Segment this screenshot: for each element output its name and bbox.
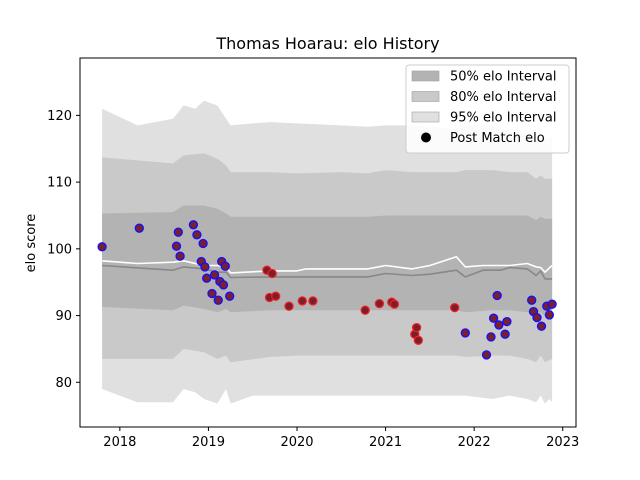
post-match-elo-point [486, 332, 496, 342]
post-match-elo-point [413, 335, 423, 345]
post-match-elo-point [389, 299, 400, 309]
post-match-elo-point [202, 273, 212, 283]
plot-area [97, 100, 557, 404]
post-match-elo-point [547, 299, 557, 309]
legend-box [405, 64, 570, 154]
post-match-elo-point [488, 313, 499, 323]
legend: 50% elo Interval 80% elo Interval 95% elo … [405, 64, 570, 154]
post-match-elo-point [450, 302, 460, 313]
post-match-elo-point [97, 242, 107, 252]
y-axis-label: elo score [24, 214, 39, 273]
post-match-elo-point [173, 227, 183, 237]
chart-title: Thomas Hoarau: elo History [215, 34, 439, 53]
post-match-elo-point [297, 296, 307, 306]
legend-label: 50% elo Interval [450, 70, 557, 85]
legend-swatch [411, 91, 440, 102]
post-match-elo-point [494, 320, 504, 330]
axes: 2018 2019 2020 2021 2022 2023 80 90 100 110 120 [47, 57, 579, 450]
post-match-elo-point [411, 322, 422, 333]
y-tick-label: 90 [55, 309, 72, 324]
post-match-elo-point [500, 329, 510, 339]
post-match-elo-point [481, 350, 492, 360]
post-match-elo-point [360, 305, 370, 315]
post-match-elo-point [171, 241, 182, 251]
post-match-elo-point [188, 220, 199, 230]
post-match-elo-point [271, 291, 281, 301]
legend-label: Post Match elo [450, 131, 545, 146]
post-match-elo-point [220, 261, 230, 271]
post-match-elo-point [209, 270, 220, 280]
legend-swatch [411, 111, 440, 123]
x-tick-label: 2023 [546, 435, 579, 450]
post-match-elo-point [225, 291, 235, 301]
post-match-elo-point [527, 295, 537, 305]
post-match-elo-point [374, 298, 385, 309]
post-match-elo-point [308, 296, 318, 306]
post-match-elo-point [502, 316, 512, 327]
post-match-elo-point [536, 321, 547, 331]
post-match-elo-point [460, 328, 470, 338]
post-match-elo-point [134, 223, 144, 233]
x-tick-label: 2022 [458, 435, 491, 450]
y-tick-label: 100 [47, 242, 72, 257]
post-match-elo-point [200, 262, 210, 272]
post-match-elo-point [532, 312, 542, 323]
x-tick-label: 2021 [369, 435, 402, 450]
post-match-elo-point [198, 238, 208, 249]
post-match-elo-point [284, 301, 294, 311]
post-match-elo-point [267, 268, 277, 279]
legend-label: 80% elo Interval [450, 90, 557, 105]
post-match-elo-point [192, 230, 202, 240]
post-match-elo-point [492, 290, 502, 301]
x-tick-label: 2019 [192, 435, 225, 450]
x-tick-label: 2020 [280, 435, 313, 450]
band-50-interval [102, 205, 553, 316]
post-match-elo-point [218, 280, 229, 290]
y-tick-label: 110 [47, 176, 72, 191]
y-tick-label: 120 [47, 109, 72, 124]
post-match-elo-point [207, 288, 217, 299]
x-tick-label: 2018 [103, 435, 136, 450]
post-match-elo-point [544, 310, 555, 320]
y-tick-label: 80 [55, 376, 72, 391]
post-match-elo-point [213, 295, 223, 305]
post-match-elo-point [175, 251, 185, 261]
axes-frame [79, 57, 577, 428]
legend-label: 95% elo Interval [450, 111, 557, 126]
legend-marker [421, 132, 431, 143]
legend-swatch [411, 70, 440, 82]
